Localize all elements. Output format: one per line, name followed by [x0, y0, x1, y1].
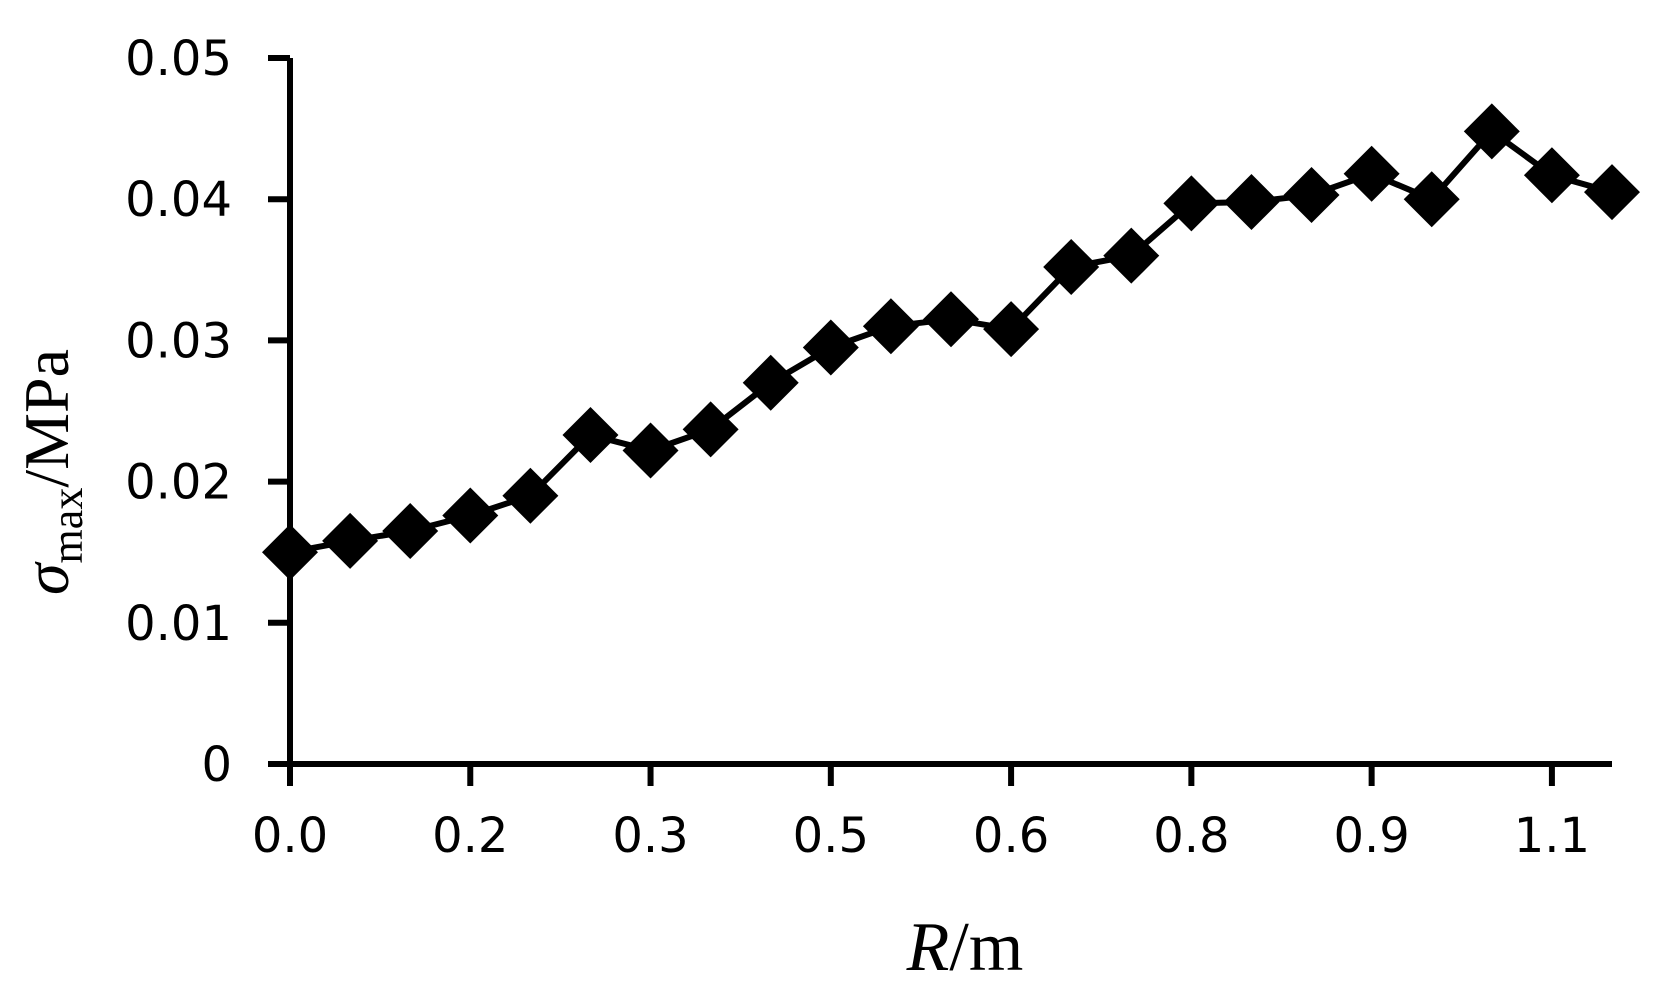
data-point: [1403, 171, 1460, 228]
data-point: [742, 354, 799, 411]
data-point: [682, 401, 739, 458]
data-point: [322, 512, 379, 569]
x-tick-label: 0.6: [973, 808, 1049, 864]
data-point: [1523, 147, 1580, 204]
x-tick-label: 1.1: [1514, 808, 1590, 864]
x-tick-label: 0.3: [612, 808, 688, 864]
y-tick-label: 0.04: [125, 172, 232, 228]
x-axis-title: R/m: [906, 909, 1024, 986]
data-point: [1223, 174, 1280, 231]
data-point: [502, 467, 559, 524]
data-point: [802, 319, 859, 376]
x-axis-variable: R: [906, 909, 950, 986]
y-tick-label: 0: [201, 737, 232, 793]
data-point: [622, 422, 679, 479]
data-point: [1343, 145, 1400, 202]
x-tick-label: 0.2: [432, 808, 508, 864]
x-tick-label: 0.0: [252, 808, 328, 864]
data-point: [923, 291, 979, 348]
data-point: [442, 487, 499, 544]
data-point: [1283, 166, 1340, 223]
y-axis-title: σmax/MPa: [11, 349, 92, 595]
x-tick-label: 0.9: [1333, 808, 1409, 864]
data-point: [1463, 103, 1520, 160]
x-tick-label: 0.5: [793, 808, 869, 864]
y-axis-subscript: max: [43, 488, 92, 564]
data-point: [983, 301, 1040, 358]
y-tick-label: 0.01: [125, 596, 232, 652]
x-axis-unit: /m: [949, 909, 1023, 986]
plot-area: 0 0.01 0.02 0.03 0.04 0.05 0.0 0.2 0.3 0.5 0.6 0.8…: [125, 31, 1640, 864]
x-ticks: 0.0 0.2 0.3 0.5 0.6 0.8 0.9 1.1: [252, 764, 1590, 864]
data-point: [262, 524, 318, 581]
data-point: [1584, 164, 1640, 221]
data-point: [1043, 238, 1100, 295]
x-tick-label: 0.8: [1153, 808, 1229, 864]
y-tick-label: 0.02: [125, 455, 232, 511]
y-axis-symbol: σ: [11, 561, 82, 595]
y-axis-unit: /MPa: [11, 349, 82, 488]
data-point: [1163, 175, 1220, 232]
data-point: [382, 503, 439, 560]
data-point: [562, 407, 619, 464]
y-tick-label: 0.05: [125, 31, 232, 87]
series-markers: [262, 103, 1640, 581]
y-tick-label: 0.03: [125, 313, 232, 369]
y-ticks: 0 0.01 0.02 0.03 0.04 0.05: [125, 31, 290, 793]
data-point: [1103, 227, 1160, 284]
data-point: [862, 298, 919, 355]
